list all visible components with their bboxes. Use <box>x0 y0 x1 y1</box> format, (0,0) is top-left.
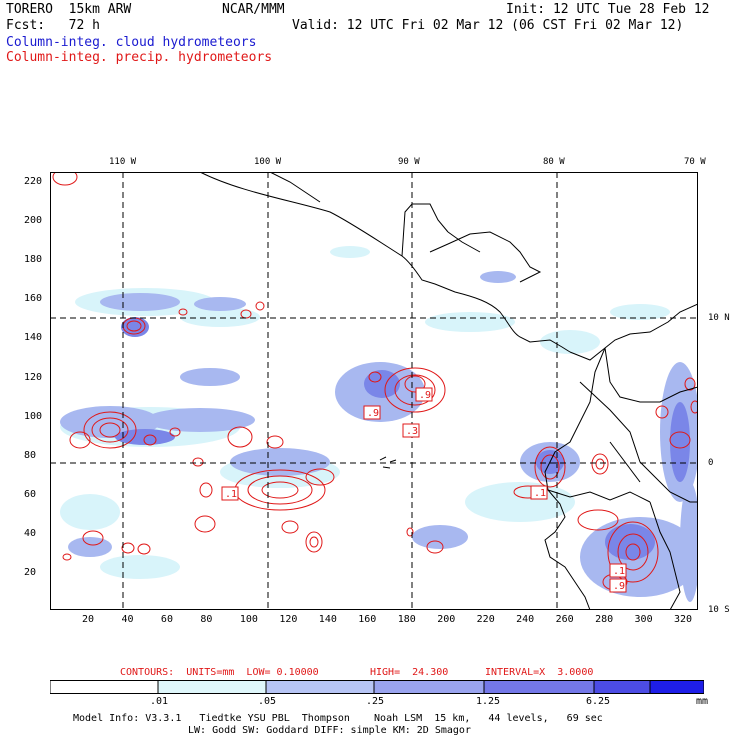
x-tick-label: 180 <box>397 614 416 625</box>
model-title: TORERO 15km ARW <box>6 2 132 17</box>
box-label: .9 <box>367 408 379 419</box>
y-tick-label: 100 <box>24 410 43 422</box>
y-tick-label: 160 <box>24 293 43 305</box>
map-frame <box>50 172 698 610</box>
color-bar-tick: .05 <box>258 696 277 707</box>
org-label: NCAR/MMM <box>222 2 285 17</box>
lat-label: 10 S <box>708 605 730 615</box>
contour-interval: INTERVAL=X 3.0000 <box>485 667 594 678</box>
y-tick-label: 20 <box>24 567 37 578</box>
contour-units: CONTOURS: UNITS=mm LOW= 0.10000 <box>120 667 319 678</box>
color-bar-segment <box>649 680 704 694</box>
y-tick-label: 220 <box>24 176 43 187</box>
color-bar-units: mm <box>696 696 709 707</box>
x-tick-label: 100 <box>239 614 258 625</box>
lon-label: 110 W <box>109 157 137 167</box>
color-bar-tick: 1.25 <box>476 696 501 707</box>
color-bar-tick: 6.25 <box>586 696 611 707</box>
y-tick-label: 200 <box>24 215 43 227</box>
color-bar-segment <box>373 680 485 694</box>
init-time: Init: 12 UTC Tue 28 Feb 12 <box>506 2 710 17</box>
x-tick-label: 300 <box>634 614 653 625</box>
contour-high: HIGH= 24.300 <box>370 667 449 678</box>
box-label: .1 <box>225 489 237 500</box>
precip-contours <box>52 172 698 591</box>
color-bar-segment <box>157 680 267 694</box>
model-info: Model Info: V3.3.1 Tiedtke YSU PBL Thomp… <box>73 713 603 724</box>
box-label: .3 <box>406 426 418 437</box>
forecast-hour: Fcst: 72 h <box>6 18 100 33</box>
x-tick-label: 80 <box>200 614 213 625</box>
color-bar-tick: .25 <box>366 696 385 707</box>
box-label: .1 <box>613 566 625 577</box>
y-tick-label: 60 <box>24 488 37 500</box>
box-labels: .1 .9 .9 .3 .1 .1 .9 <box>221 387 627 593</box>
x-tick-label: 240 <box>516 614 535 625</box>
x-tick-label: 220 <box>476 614 495 625</box>
y-tick-label: 40 <box>24 527 37 539</box>
lat-label: 0 <box>708 458 714 468</box>
color-bar <box>50 680 704 694</box>
color-bar-segment <box>265 680 375 694</box>
box-label: .9 <box>613 581 625 592</box>
lon-label: 100 W <box>254 157 282 167</box>
x-tick-label: 200 <box>437 614 456 625</box>
x-tick-label: 120 <box>279 614 298 625</box>
lat-lon-grid <box>50 172 698 610</box>
lon-label: 80 W <box>543 157 565 167</box>
x-tick-label: 280 <box>595 614 614 625</box>
lon-label: 90 W <box>398 157 420 167</box>
x-tick-label: 320 <box>674 614 693 625</box>
lat-label: 10 N <box>708 313 730 323</box>
coastlines <box>199 172 698 610</box>
lon-label: 70 W <box>684 157 706 167</box>
forecast-map: .1 .9 .9 .3 .1 .1 .9 <box>50 172 698 610</box>
box-label: .9 <box>419 390 431 401</box>
color-bar-segment <box>483 680 595 694</box>
box-label: .1 <box>534 488 546 499</box>
y-tick-label: 80 <box>24 449 37 461</box>
valid-time: Valid: 12 UTC Fri 02 Mar 12 (06 CST Fri … <box>292 18 684 33</box>
y-tick-label: 180 <box>24 254 43 266</box>
cloud-shading <box>60 246 698 602</box>
x-tick-label: 140 <box>318 614 337 625</box>
y-tick-label: 140 <box>24 332 43 344</box>
x-tick-label: 20 <box>82 614 95 625</box>
color-bar-segment <box>593 680 651 694</box>
color-bar-tick: .01 <box>150 696 169 707</box>
x-tick-label: 60 <box>160 614 173 625</box>
field-precip-label: Column-integ. precip. hydrometeors <box>6 50 273 65</box>
y-tick-label: 120 <box>24 371 43 383</box>
color-bar-segment <box>50 680 159 694</box>
x-tick-label: 160 <box>358 614 377 625</box>
x-tick-label: 260 <box>555 614 574 625</box>
physics-info: LW: Godd SW: Goddard DIFF: simple KM: 2D… <box>188 725 471 736</box>
field-cloud-label: Column-integ. cloud hydrometeors <box>6 35 257 50</box>
x-tick-label: 40 <box>121 614 134 625</box>
